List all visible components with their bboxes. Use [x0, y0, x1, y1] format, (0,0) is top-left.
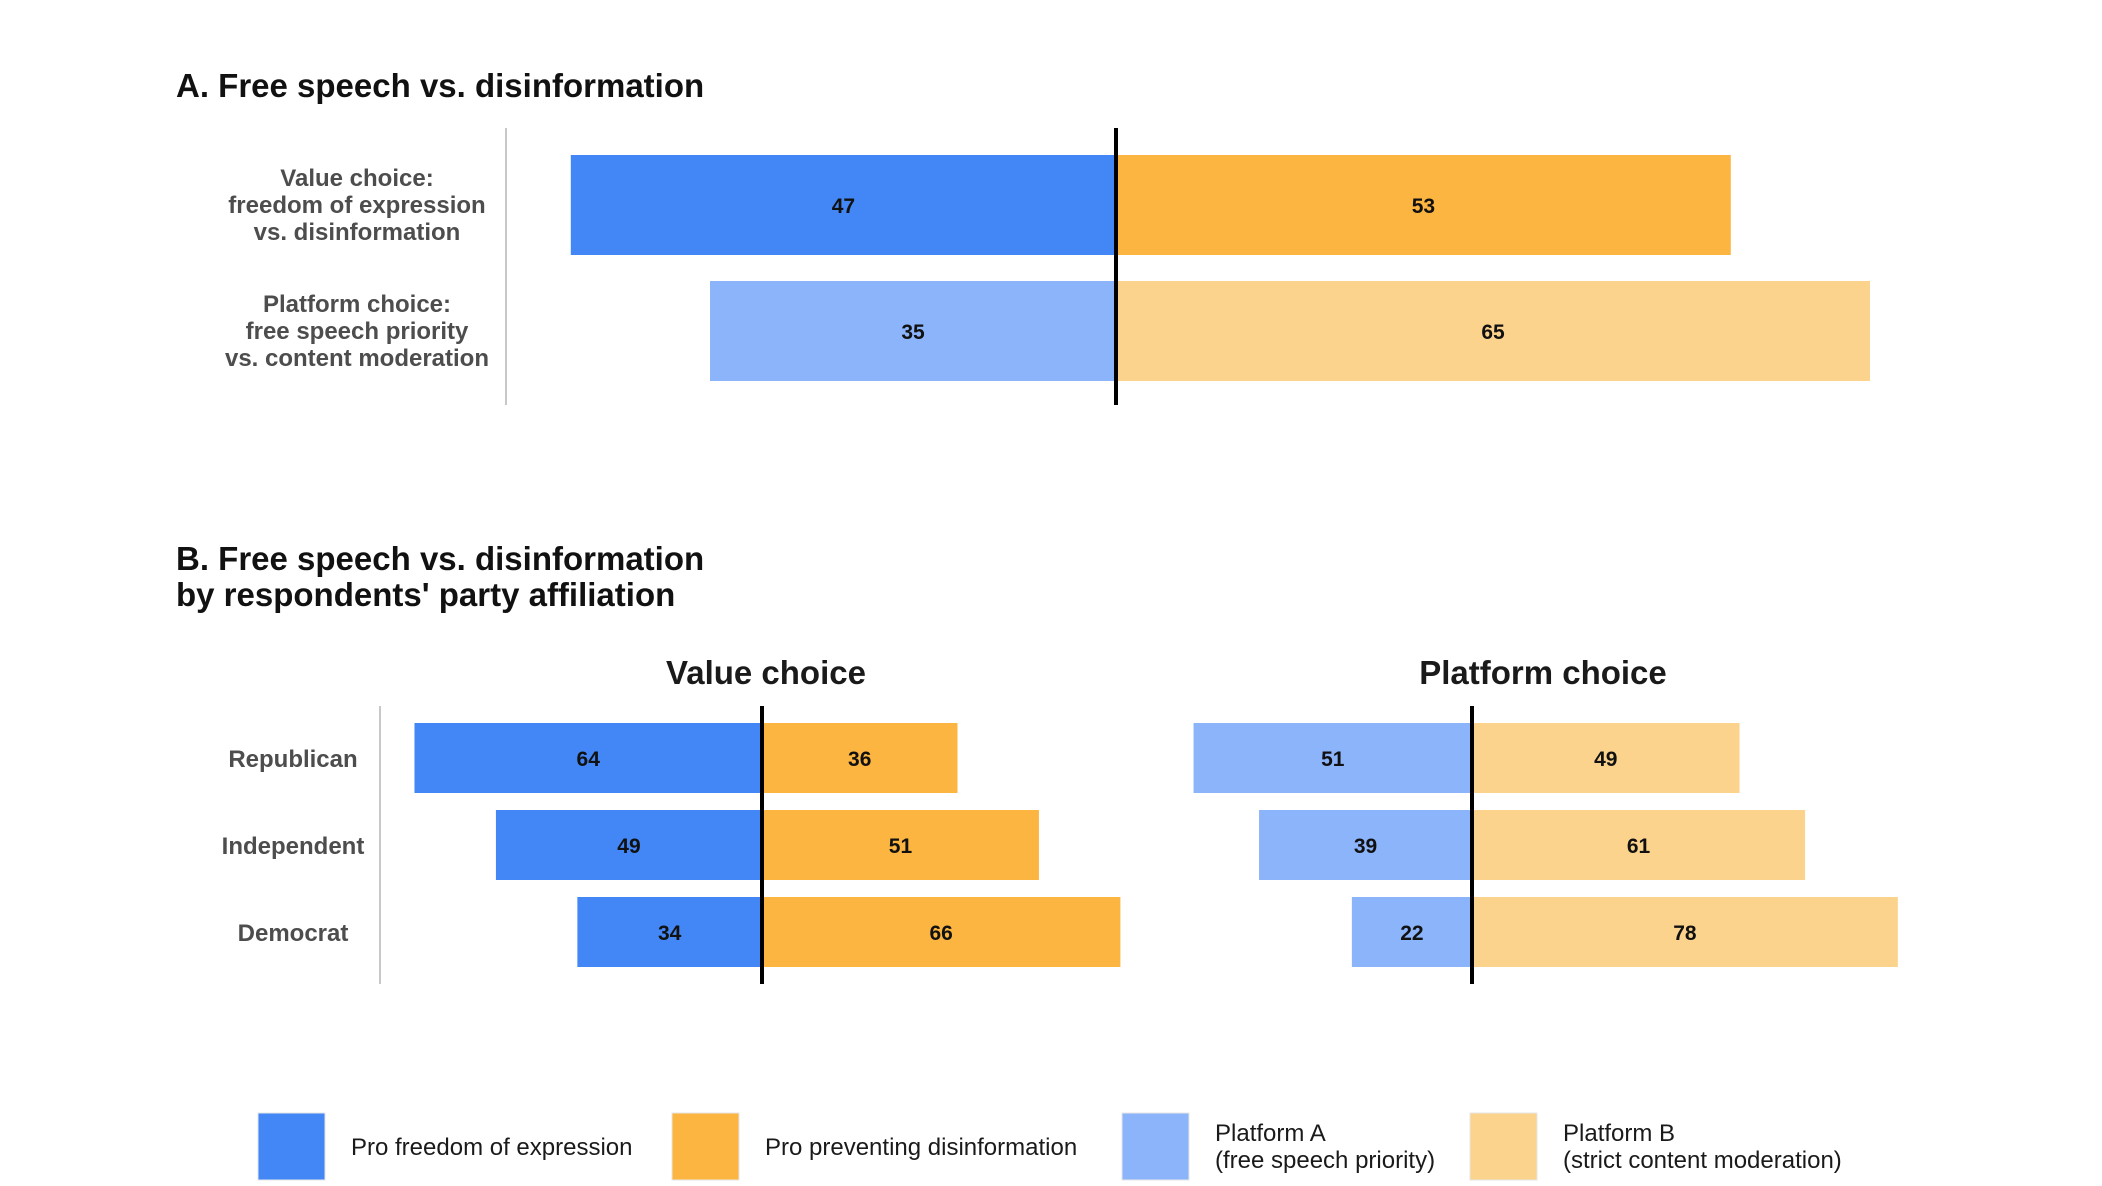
panel-a-bar-left-0 [570, 155, 1116, 255]
legend-label-platform-b: Platform B (strict content moderation) [1563, 1120, 1842, 1174]
legend: Pro freedom of expression Pro preventing … [257, 1112, 1842, 1181]
panel-a-value-left-1: 35 [901, 321, 925, 344]
legend-swatch-pro-freedom [257, 1112, 326, 1181]
value-choice-bar-right-democrat [762, 897, 1121, 967]
value-choice-value-left-republican: 64 [577, 748, 601, 771]
legend-swatch-pro-preventing [671, 1112, 740, 1181]
value-choice-value-right-independent: 51 [889, 835, 913, 858]
platform-choice-bar-right-republican [1472, 723, 1740, 793]
panel-a-category-labels: Value choice: freedom of expression vs. di… [225, 165, 489, 372]
panel-b-platform-bars: 51 49 39 61 22 78 [1193, 706, 1898, 984]
platform-choice-bar-right-democrat [1472, 897, 1898, 967]
value-choice-value-right-democrat: 66 [930, 922, 953, 945]
legend-label-pro-freedom: Pro freedom of expression [351, 1134, 632, 1161]
value-choice-bar-right-independent [762, 810, 1039, 880]
legend-label-platform-a: Platform A (free speech priority) [1215, 1120, 1435, 1174]
panel-b-title-line1: B. Free speech vs. disinformation [176, 540, 704, 577]
platform-choice-bar-right-independent [1472, 810, 1806, 880]
panel-b-category-label-republican: Republican [228, 746, 357, 773]
platform-choice-value-right-republican: 49 [1594, 748, 1617, 771]
value-choice-bar-left-independent [495, 810, 762, 880]
legend-swatch-platform-b [1469, 1112, 1538, 1181]
legend-swatch-platform-a [1121, 1112, 1190, 1181]
platform-choice-value-right-independent: 61 [1627, 835, 1651, 858]
value-choice-bar-left-democrat [577, 897, 762, 967]
panel-a-title: A. Free speech vs. disinformation [176, 67, 704, 104]
facet-title-value-choice: Value choice [666, 654, 866, 691]
panel-b-category-label-democrat: Democrat [238, 920, 349, 947]
panel-a-category-label-0: Value choice: freedom of expression vs. di… [228, 165, 485, 246]
panel-b-value-bars: 64 36 49 51 34 66 [414, 706, 1121, 984]
value-choice-bar-right-republican [762, 723, 958, 793]
panel-a-bar-right-0 [1116, 155, 1731, 255]
panel-a-value-right-1: 65 [1481, 321, 1505, 344]
panel-b-category-labels: Republican Independent Democrat [222, 706, 381, 984]
panel-a-bar-right-1 [1116, 281, 1870, 381]
panel-b-title-line2: by respondents' party affiliation [176, 576, 675, 613]
platform-choice-value-right-democrat: 78 [1673, 922, 1697, 945]
platform-choice-bar-left-independent [1259, 810, 1472, 880]
panel-a-value-right-0: 53 [1412, 195, 1435, 218]
platform-choice-value-left-democrat: 22 [1400, 922, 1423, 945]
platform-choice-bar-left-republican [1193, 723, 1472, 793]
value-choice-value-left-independent: 49 [617, 835, 640, 858]
value-choice-value-right-republican: 36 [848, 748, 871, 771]
panel-a-bars: 47 53 35 65 [505, 128, 1870, 405]
platform-choice-bar-left-democrat [1351, 897, 1472, 967]
facet-title-platform-choice: Platform choice [1419, 654, 1667, 691]
panel-a-bar-left-1 [710, 281, 1116, 381]
platform-choice-value-left-republican: 51 [1321, 748, 1345, 771]
panel-a-value-left-0: 47 [832, 195, 855, 218]
value-choice-value-left-democrat: 34 [658, 922, 682, 945]
value-choice-bar-left-republican [414, 723, 762, 793]
panel-a-category-label-1: Platform choice: free speech priority vs. … [225, 291, 489, 372]
platform-choice-value-left-independent: 39 [1354, 835, 1377, 858]
legend-label-pro-preventing: Pro preventing disinformation [765, 1134, 1077, 1161]
panel-b-category-label-independent: Independent [222, 833, 365, 860]
